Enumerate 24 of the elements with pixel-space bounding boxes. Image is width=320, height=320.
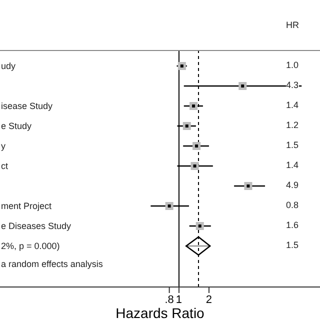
x-tick-label: 1: [176, 294, 182, 306]
annotation: 4.3: [286, 80, 299, 90]
annotation: 1.5: [286, 140, 299, 150]
annotation: 1.4: [286, 160, 299, 170]
y-tick-label: ct: [1, 160, 8, 172]
annotation: 1.4: [286, 100, 299, 110]
x-axis-title: Hazards Ratio: [116, 305, 205, 320]
annotation: a random effects analysis: [1, 259, 103, 269]
y-tick-label: y: [1, 140, 6, 152]
y-tick-label: udy: [1, 60, 16, 72]
x-tick-label: 2: [206, 294, 212, 306]
annotation: 1.6: [286, 220, 299, 230]
annotation: 1.5: [286, 240, 299, 250]
annotation: 1.0: [286, 60, 299, 70]
y-tick-label: 2%, p = 0.000): [1, 240, 60, 252]
annotation: 0.8: [286, 200, 299, 210]
y-tick-label: e Diseases Study: [1, 220, 72, 232]
y-tick-label: isease Study: [1, 100, 53, 112]
text: HR: [286, 20, 299, 30]
annotation: 4.9: [286, 180, 299, 190]
x-tick-label: .8: [164, 294, 174, 306]
annotation: 1.2: [286, 120, 299, 130]
y-tick-label: ment Project: [1, 200, 52, 212]
y-tick-label: e Study: [1, 120, 32, 132]
